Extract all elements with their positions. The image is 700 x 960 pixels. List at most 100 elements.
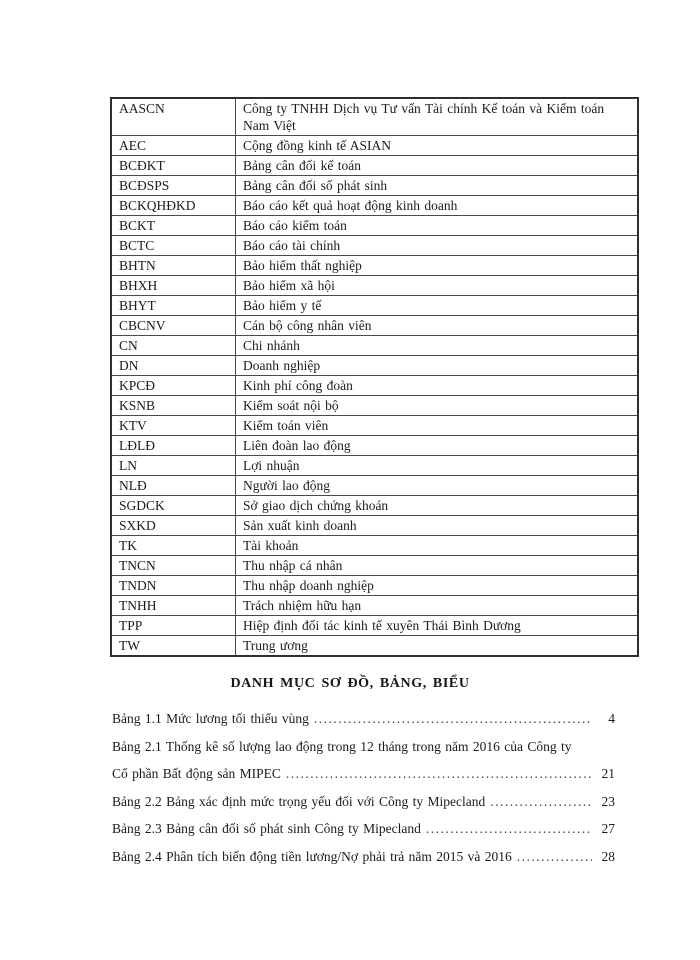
abbr-code: SGDCK — [110, 495, 236, 516]
abbr-code: TK — [110, 535, 236, 556]
abbr-meaning: Hiệp định đối tác kinh tế xuyên Thái Bìn… — [235, 615, 639, 636]
toc-leader-dots — [314, 705, 592, 733]
abbr-row: DN Doanh nghiệp — [110, 355, 639, 376]
abbr-code: BHTN — [110, 255, 236, 276]
toc-entry: Bảng 2.4 Phân tích biến động tiền lương/… — [112, 843, 615, 871]
abbr-meaning: Báo cáo tài chính — [235, 235, 639, 256]
abbr-row: LN Lợi nhuận — [110, 455, 639, 476]
abbr-meaning: Doanh nghiệp — [235, 355, 639, 376]
toc-entry-last-line: Bảng 1.1 Mức lương tối thiểu vùng 4 — [112, 705, 615, 733]
abbr-code: BHYT — [110, 295, 236, 316]
abbr-row: KSNB Kiểm soát nội bộ — [110, 395, 639, 416]
toc-entry-title: Bảng 1.1 Mức lương tối thiểu vùng — [112, 711, 309, 726]
abbr-meaning: Thu nhập cá nhân — [235, 555, 639, 576]
toc-heading: DANH MỤC SƠ ĐỒ, BẢNG, BIỂU — [230, 676, 470, 691]
toc-entry: Bảng 1.1 Mức lương tối thiểu vùng 4 — [112, 705, 615, 733]
toc-page-number: 27 — [601, 821, 616, 836]
abbr-code: CN — [110, 335, 236, 356]
abbr-row: SXKD Sản xuất kinh doanh — [110, 515, 639, 536]
abbr-meaning: Bảo hiểm xã hội — [235, 275, 639, 296]
toc-entry-last-line: Cổ phần Bất động sản MIPEC 21 — [112, 760, 615, 788]
abbr-code: BCĐSPS — [110, 175, 236, 196]
abbr-row: BCKT Báo cáo kiểm toán — [110, 215, 639, 236]
toc-list: Bảng 1.1 Mức lương tối thiểu vùng 4 Bảng 2… — [112, 705, 615, 870]
abbr-row: BHXH Bảo hiểm xã hội — [110, 275, 639, 296]
abbr-code: KSNB — [110, 395, 236, 416]
abbr-code: TNHH — [110, 595, 236, 616]
abbr-meaning: Trung ương — [235, 635, 639, 657]
abbr-code: BCĐKT — [110, 155, 236, 176]
abbr-meaning: Bảo hiểm thất nghiệp — [235, 255, 639, 276]
abbr-meaning: Trách nhiệm hữu hạn — [235, 595, 639, 616]
toc-entry: Bảng 2.1 Thống kê số lượng lao động tron… — [112, 733, 615, 788]
abbr-row: TNHH Trách nhiệm hữu hạn — [110, 595, 639, 616]
abbr-code: KTV — [110, 415, 236, 436]
abbr-meaning: Cán bộ công nhân viên — [235, 315, 639, 336]
abbr-code: BCTC — [110, 235, 236, 256]
abbr-code: BHXH — [110, 275, 236, 296]
abbr-code: SXKD — [110, 515, 236, 536]
abbr-row: LĐLĐ Liên đoàn lao động — [110, 435, 639, 456]
toc-entry-last-line: Bảng 2.2 Bảng xác định mức trọng yếu đối… — [112, 788, 615, 816]
toc-entry-last-line: Bảng 2.4 Phân tích biến động tiền lương/… — [112, 843, 615, 871]
abbr-code: BCKQHĐKD — [110, 195, 236, 216]
abbr-meaning: Bảng cân đối kế toán — [235, 155, 639, 176]
abbr-row: BHYT Bảo hiểm y tế — [110, 295, 639, 316]
toc-page-number: 28 — [601, 848, 616, 864]
abbr-meaning: Kiểm toán viên — [235, 415, 639, 436]
abbr-code: TW — [110, 635, 236, 657]
abbr-meaning: Liên đoàn lao động — [235, 435, 639, 456]
abbr-row: KTV Kiểm toán viên — [110, 415, 639, 436]
abbr-code: AASCN — [110, 97, 236, 136]
abbr-meaning: Bảo hiểm y tế — [235, 295, 639, 316]
abbr-meaning: Báo cáo kết quả hoạt động kinh doanh — [235, 195, 639, 216]
abbr-row: BCĐSPS Bảng cân đối số phát sinh — [110, 175, 639, 196]
abbr-meaning: Lợi nhuận — [235, 455, 639, 476]
abbr-code: TNDN — [110, 575, 236, 596]
abbr-row: KPCĐ Kinh phí công đoàn — [110, 375, 639, 396]
abbr-row: BCKQHĐKD Báo cáo kết quả hoạt động kinh d… — [110, 195, 639, 216]
abbr-row: AASCN Công ty TNHH Dịch vụ Tư vấn Tài chí… — [110, 97, 639, 136]
abbr-row: TPP Hiệp định đối tác kinh tế xuyên Thái … — [110, 615, 639, 636]
toc-entry-last-line: Bảng 2.3 Bảng cân đối số phát sinh Công … — [112, 815, 615, 843]
abbr-code: AEC — [110, 135, 236, 156]
toc-entry-title: Bảng 2.4 Phân tích biến động tiền lương/… — [112, 848, 512, 864]
abbr-row: TNDN Thu nhập doanh nghiệp — [110, 575, 639, 596]
abbr-meaning: Thu nhập doanh nghiệp — [235, 575, 639, 596]
abbr-meaning: Kinh phí công đoàn — [235, 375, 639, 396]
abbr-code: DN — [110, 355, 236, 376]
abbr-code: KPCĐ — [110, 375, 236, 396]
abbr-meaning: Sản xuất kinh doanh — [235, 515, 639, 536]
abbr-code: BCKT — [110, 215, 236, 236]
abbr-row: BCTC Báo cáo tài chính — [110, 235, 639, 256]
toc-page-number: 21 — [601, 766, 616, 781]
abbr-meaning: Báo cáo kiểm toán — [235, 215, 639, 236]
abbr-row: CBCNV Cán bộ công nhân viên — [110, 315, 639, 336]
toc-entry: Bảng 2.3 Bảng cân đối số phát sinh Công … — [112, 815, 615, 843]
toc-entry-title: Cổ phần Bất động sản MIPEC — [112, 766, 281, 781]
abbreviation-table: AASCN Công ty TNHH Dịch vụ Tư vấn Tài chí… — [110, 97, 639, 657]
toc-page-number: 4 — [608, 711, 615, 726]
toc-entry-title: Bảng 2.3 Bảng cân đối số phát sinh Công … — [112, 821, 421, 836]
toc-leader-dots — [286, 760, 592, 788]
toc-entry: Bảng 2.2 Bảng xác định mức trọng yếu đối… — [112, 788, 615, 816]
abbr-code: LĐLĐ — [110, 435, 236, 456]
abbr-code: CBCNV — [110, 315, 236, 336]
toc-leader-dots — [490, 788, 592, 816]
abbr-row: AEC Cộng đồng kinh tế ASIAN — [110, 135, 639, 156]
abbr-meaning: Người lao động — [235, 475, 639, 496]
abbr-meaning: Tài khoản — [235, 535, 639, 556]
abbr-row: BHTN Bảo hiểm thất nghiệp — [110, 255, 639, 276]
abbr-row: TK Tài khoản — [110, 535, 639, 556]
toc-leader-dots — [517, 843, 592, 871]
abbr-code: TPP — [110, 615, 236, 636]
toc-page-number: 23 — [601, 793, 616, 809]
abbr-code: TNCN — [110, 555, 236, 576]
abbr-row: TW Trung ương — [110, 635, 639, 657]
abbr-code: LN — [110, 455, 236, 476]
abbr-row: NLĐ Người lao động — [110, 475, 639, 496]
abbreviation-table-body: AASCN Công ty TNHH Dịch vụ Tư vấn Tài chí… — [110, 97, 639, 657]
toc-entry-title: Bảng 2.2 Bảng xác định mức trọng yếu đối… — [112, 793, 486, 809]
abbr-meaning: Cộng đồng kinh tế ASIAN — [235, 135, 639, 156]
